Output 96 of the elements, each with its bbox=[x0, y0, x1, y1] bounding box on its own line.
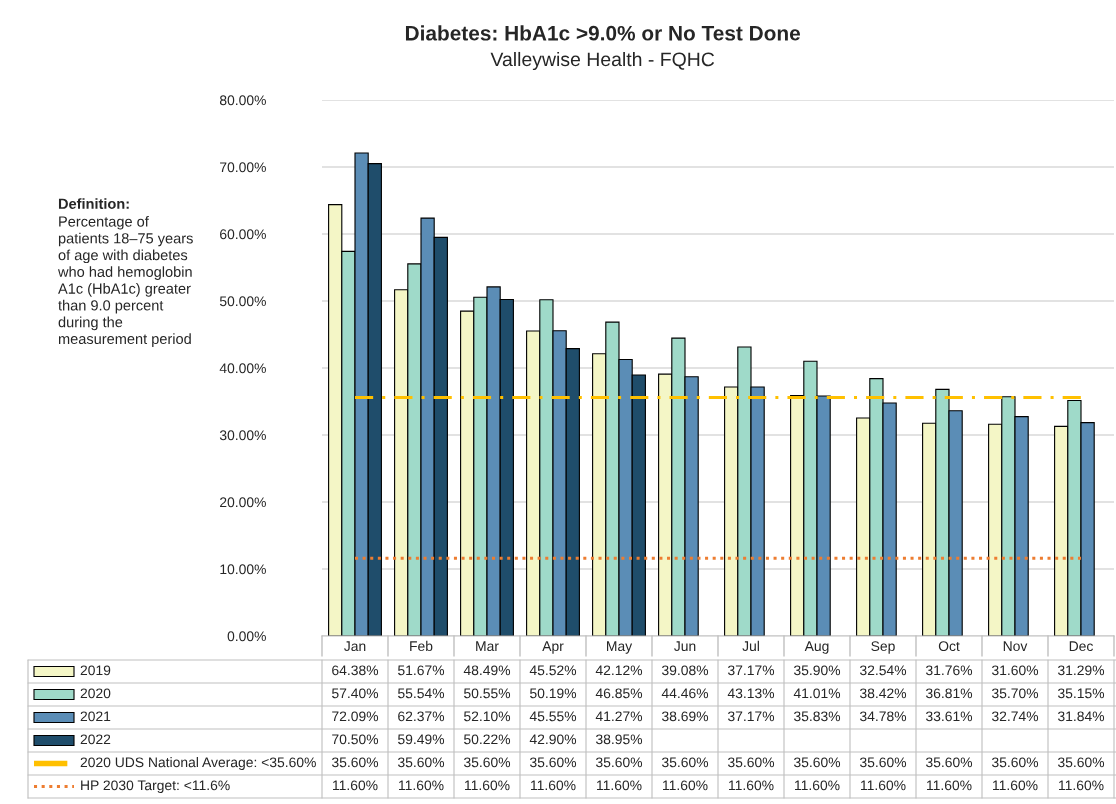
data-label: 72.09% bbox=[332, 711, 379, 722]
x-tick-label: Jul bbox=[742, 640, 759, 652]
data-label: 11.60% bbox=[663, 780, 708, 791]
data-label: 38.69% bbox=[661, 711, 709, 722]
data-label: 50.22% bbox=[464, 734, 511, 745]
data-label: 51.67% bbox=[398, 665, 445, 676]
data-label: 11.60% bbox=[1059, 780, 1104, 791]
data-label: 42.90% bbox=[529, 734, 577, 745]
data-label: 35.60% bbox=[529, 757, 577, 768]
data-label: 45.55% bbox=[529, 711, 577, 722]
x-tick-label: Dec bbox=[1069, 641, 1093, 652]
y-tick-label: 10.00% bbox=[220, 564, 266, 575]
data-label: 35.60% bbox=[859, 757, 907, 768]
data-label: 11.60% bbox=[399, 780, 444, 791]
x-tick-label: May bbox=[607, 641, 633, 654]
data-label: 41.27% bbox=[595, 711, 643, 722]
x-tick-label: Jun bbox=[674, 641, 696, 652]
data-label: 35.60% bbox=[661, 757, 709, 768]
data-label: 11.60% bbox=[729, 780, 774, 791]
data-label: 64.38% bbox=[332, 665, 379, 676]
legend-label: 2019 bbox=[80, 665, 111, 676]
legend-label: 2021 bbox=[80, 711, 111, 722]
data-label: 31.60% bbox=[991, 665, 1039, 676]
data-label: 11.60% bbox=[861, 780, 906, 791]
x-tick-label: Nov bbox=[1003, 641, 1028, 652]
legend-label: 2020 UDS National Average: <35.60% bbox=[80, 757, 316, 770]
y-tick-label: 40.00% bbox=[219, 363, 266, 374]
data-label: 35.60% bbox=[331, 757, 379, 768]
legend-label: HP 2030 Target: <11.6% bbox=[81, 780, 230, 793]
data-label: 37.17% bbox=[727, 711, 775, 722]
y-tick-label: 0.00% bbox=[227, 631, 266, 642]
data-label: 36.81% bbox=[925, 688, 973, 699]
data-label: 45.52% bbox=[529, 665, 577, 676]
x-tick-label: Mar bbox=[476, 641, 499, 652]
data-label: 37.17% bbox=[727, 665, 775, 676]
data-label: 52.10% bbox=[464, 711, 511, 722]
text: Percentage of patients 18–75 years of age with diabetes who had hemoglobin A1c (HbA1c) greater than 9.0 percent during the measurement period bbox=[57, 216, 193, 347]
chart-subtitle: Valleywise Health - FQHC bbox=[490, 51, 715, 71]
y-tick-label: 60.00% bbox=[220, 229, 266, 240]
x-tick-label: Aug bbox=[804, 641, 829, 654]
data-label: 31.29% bbox=[1057, 665, 1105, 676]
data-label: 11.60% bbox=[993, 780, 1038, 791]
data-label: 57.40% bbox=[332, 688, 379, 699]
data-label: 70.50% bbox=[332, 734, 379, 745]
data-label: 50.55% bbox=[464, 688, 511, 699]
data-label: 35.60% bbox=[793, 757, 841, 768]
data-label: 11.60% bbox=[597, 780, 642, 791]
y-tick-label: 50.00% bbox=[219, 296, 266, 307]
x-tick-label: Apr bbox=[542, 641, 564, 654]
data-label: 35.60% bbox=[397, 757, 445, 768]
data-label: 35.60% bbox=[727, 757, 775, 768]
data-label: 11.60% bbox=[333, 780, 378, 791]
data-label: 39.08% bbox=[661, 665, 709, 676]
chart-title: Diabetes: HbA1c >9.0% or No Test Done bbox=[405, 25, 801, 41]
data-label: 44.46% bbox=[661, 688, 709, 699]
data-label: 34.78% bbox=[859, 711, 907, 722]
data-label: 38.42% bbox=[859, 688, 907, 699]
data-label: 31.84% bbox=[1057, 711, 1105, 722]
data-label: 11.60% bbox=[927, 780, 972, 791]
y-tick-label: 80.00% bbox=[219, 95, 266, 106]
y-tick-label: 70.00% bbox=[220, 162, 266, 173]
data-label: 35.60% bbox=[595, 757, 643, 768]
data-label: 32.74% bbox=[991, 711, 1039, 722]
legend-label: 2020 bbox=[80, 688, 111, 699]
data-label: 35.60% bbox=[925, 757, 973, 768]
y-tick-label: 30.00% bbox=[219, 430, 266, 441]
data-label: 11.60% bbox=[531, 780, 576, 791]
y-tick-label: 20.00% bbox=[220, 497, 266, 508]
x-tick-label: Feb bbox=[410, 640, 433, 652]
x-tick-label: Sep bbox=[871, 641, 895, 654]
text: Definition: bbox=[58, 198, 129, 209]
data-label: 59.49% bbox=[398, 734, 445, 745]
data-label: 43.13% bbox=[727, 688, 775, 699]
data-label: 48.49% bbox=[463, 665, 511, 676]
data-label: 35.60% bbox=[991, 757, 1039, 768]
data-label: 11.60% bbox=[795, 780, 840, 791]
data-label: 35.60% bbox=[1057, 757, 1105, 768]
data-label: 62.37% bbox=[398, 711, 445, 722]
data-label: 32.54% bbox=[859, 665, 907, 676]
data-label: 11.60% bbox=[465, 780, 510, 791]
x-tick-label: Jan bbox=[344, 641, 366, 652]
data-label: 35.15% bbox=[1057, 688, 1105, 699]
data-label: 38.95% bbox=[595, 734, 643, 745]
legend-label: 2022 bbox=[80, 734, 111, 745]
data-label: 31.76% bbox=[925, 665, 973, 676]
data-label: 35.70% bbox=[991, 688, 1039, 699]
data-label: 46.85% bbox=[595, 688, 643, 699]
data-label: 41.01% bbox=[793, 688, 841, 699]
data-label: 33.61% bbox=[925, 711, 973, 722]
data-label: 55.54% bbox=[398, 688, 445, 699]
data-label: 42.12% bbox=[595, 665, 643, 676]
data-label: 35.60% bbox=[463, 757, 511, 768]
data-label: 35.90% bbox=[793, 665, 841, 676]
data-label: 50.19% bbox=[530, 688, 577, 699]
data-label: 35.83% bbox=[793, 711, 841, 722]
x-tick-label: Oct bbox=[938, 641, 960, 652]
